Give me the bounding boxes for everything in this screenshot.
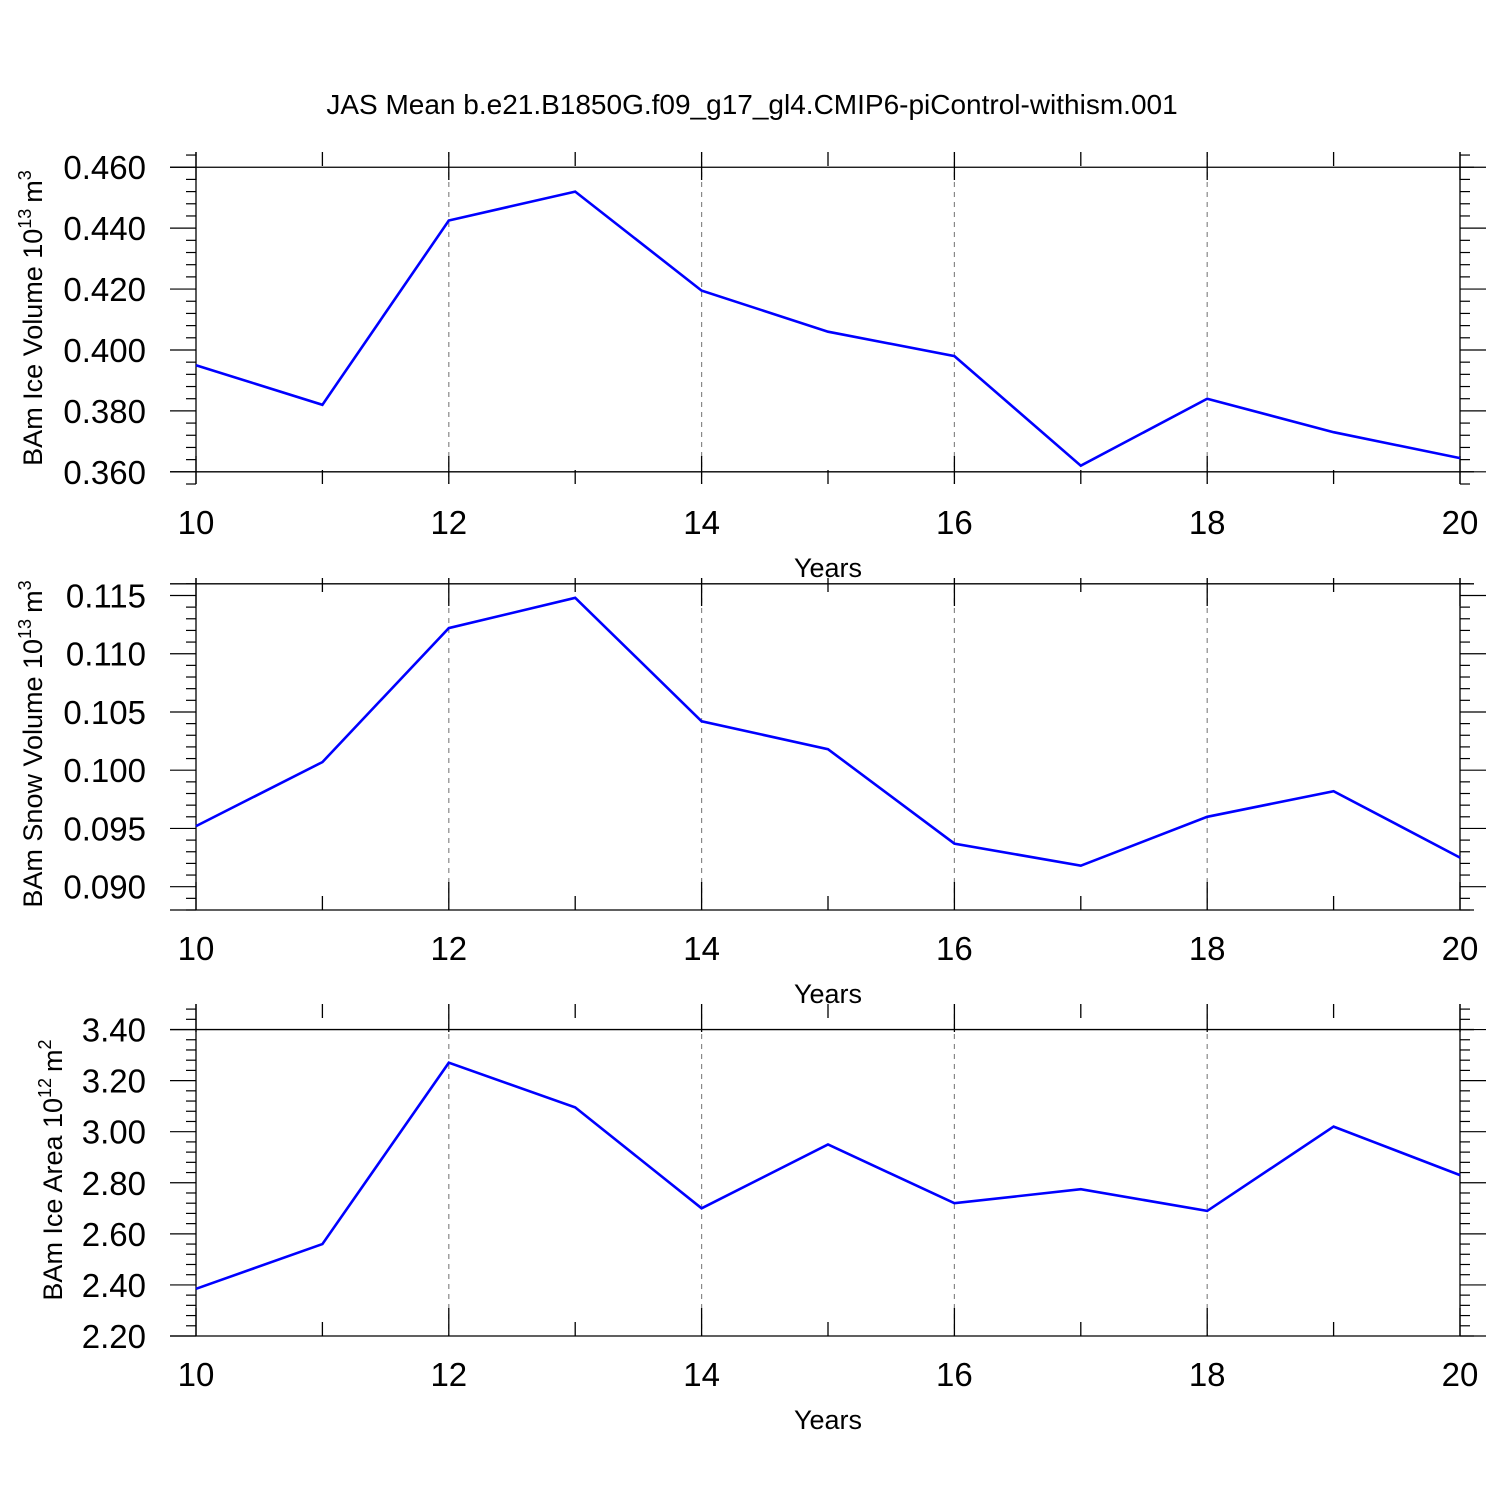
y-tick-label: 0.110: [66, 636, 146, 673]
y-tick-label: 0.115: [66, 577, 146, 614]
y-tick-label: 0.360: [63, 454, 146, 491]
x-tick-label: 10: [178, 930, 215, 967]
chart-panel-2: 0.090 0.095 0.100 0.105 0.110 0.115 10 12 14 16 18…: [15, 577, 1486, 1009]
figure-title: JAS Mean b.e21.B1850G.f09_g17_gl4.CMIP6-…: [326, 89, 1177, 120]
panels: 0.360 0.380 0.400 0.420 0.440 0.460 10 12 14 16 18…: [15, 149, 1486, 1435]
y-tick-label: 0.420: [63, 271, 146, 308]
y-axis-label-exponent: 13: [15, 209, 35, 229]
x-tick-label: 10: [178, 1356, 215, 1393]
series-line: [195, 190, 1461, 468]
y-tick-label: 0.090: [63, 869, 146, 906]
x-tick-label: 14: [683, 1356, 720, 1393]
y-axis-label-text: BAm Ice Volume 10: [18, 229, 48, 466]
y-tick-label: 2.20: [82, 1318, 146, 1355]
x-tick-label: 20: [1442, 930, 1479, 967]
x-tick-label: 12: [430, 930, 467, 967]
y-tick-label: 0.460: [63, 149, 146, 186]
y-axis-label-unit-exponent: 3: [15, 170, 35, 180]
y-axis-label-unit-exponent: 2: [35, 1039, 55, 1049]
x-tick-label: 16: [936, 930, 973, 967]
y-tick-label: 0.380: [63, 393, 146, 430]
y-axis-label-unit: m: [18, 590, 48, 613]
y-axis-label-unit-exponent: 3: [15, 580, 35, 590]
y-axis-label-text: BAm Snow Volume 10: [18, 639, 48, 908]
y-tick-label: 2.60: [82, 1216, 146, 1253]
y-tick-label: 0.095: [63, 810, 146, 847]
x-tick-label: 12: [430, 1356, 467, 1393]
x-tick-label: 16: [936, 1356, 973, 1393]
x-tick-label: 18: [1189, 930, 1226, 967]
y-axis-label-unit: m: [38, 1049, 68, 1072]
y-tick-label: 0.400: [63, 332, 146, 369]
y-axis-label: BAm Ice Volume 1013 m3: [15, 170, 48, 466]
y-tick-label: 3.00: [82, 1114, 146, 1151]
y-tick-label: 2.80: [82, 1165, 146, 1202]
y-tick-label: 2.40: [82, 1267, 146, 1304]
chart-panel-1: 0.360 0.380 0.400 0.420 0.440 0.460 10 12 14 16 18…: [15, 149, 1486, 583]
x-axis-label: Years: [794, 1405, 862, 1435]
y-axis-label: BAm Ice Area 1012 m2: [35, 1039, 68, 1300]
y-tick-label: 0.100: [63, 752, 146, 789]
y-axis-label-exponent: 12: [35, 1078, 55, 1098]
x-tick-label: 14: [683, 504, 720, 541]
series-line: [195, 596, 1461, 868]
y-axis-label-exponent: 13: [15, 619, 35, 639]
y-tick-label: 0.440: [63, 210, 146, 247]
y-tick-label: 3.40: [82, 1012, 146, 1049]
y-tick-label: 3.20: [82, 1063, 146, 1100]
x-tick-label: 18: [1189, 1356, 1226, 1393]
x-tick-label: 10: [178, 504, 215, 541]
x-tick-label: 14: [683, 930, 720, 967]
chart-panel-3: 2.20 2.40 2.60 2.80 3.00 3.20 3.40 10 12 14 16 18 20…: [35, 1004, 1486, 1435]
y-axis-label-text: BAm Ice Area 10: [38, 1098, 68, 1301]
x-tick-label: 18: [1189, 504, 1226, 541]
x-tick-label: 20: [1442, 504, 1479, 541]
x-tick-label: 16: [936, 504, 973, 541]
x-tick-label: 20: [1442, 1356, 1479, 1393]
x-tick-label: 12: [430, 504, 467, 541]
series-line: [195, 1061, 1461, 1291]
y-axis-label: BAm Snow Volume 1013 m3: [15, 580, 48, 907]
y-axis-label-unit: m: [18, 180, 48, 203]
y-tick-label: 0.105: [63, 694, 146, 731]
